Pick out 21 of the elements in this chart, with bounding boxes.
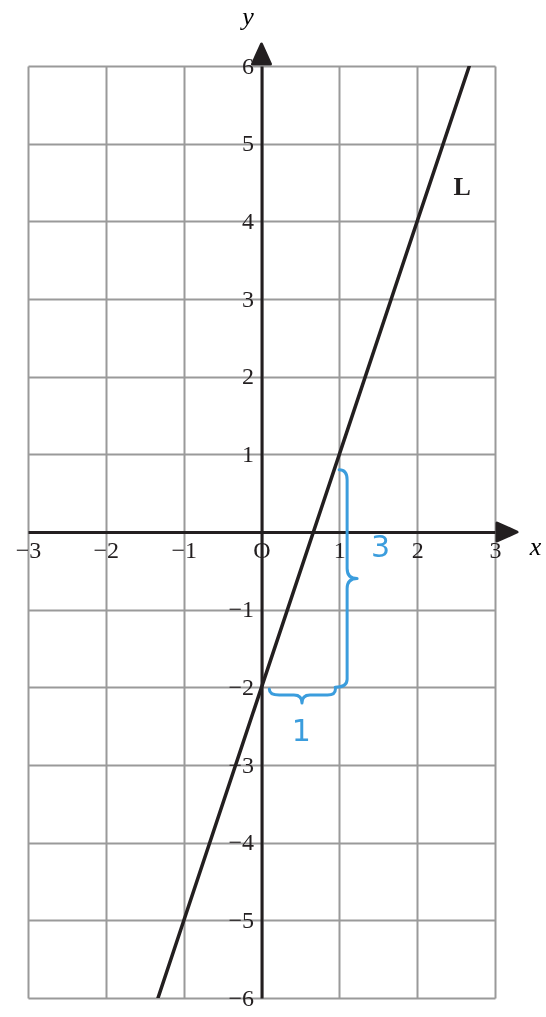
y-tick-label: −4 — [228, 829, 254, 856]
x-tick-label: 1 — [333, 536, 346, 563]
x-tick-label: −1 — [171, 536, 197, 563]
series-label: L — [453, 172, 471, 202]
y-tick-label: 6 — [242, 52, 254, 79]
y-tick-label: −2 — [228, 673, 254, 700]
y-tick-label: −6 — [228, 984, 254, 1011]
y-tick-label: 1 — [242, 440, 254, 467]
x-tick-label: 3 — [489, 536, 502, 563]
x-tick-label: 2 — [411, 536, 424, 563]
annotation: 1 — [291, 713, 311, 749]
y-tick-label: 4 — [242, 207, 254, 234]
x-axis-title: x — [528, 531, 542, 561]
y-tick-label: 3 — [242, 285, 254, 312]
y-tick-label: −1 — [228, 596, 254, 623]
x-tick-label: −3 — [15, 536, 42, 563]
x-tick-label: −2 — [93, 536, 120, 563]
y-tick-label: 5 — [242, 130, 254, 157]
y-tick-label: 2 — [242, 363, 254, 390]
y-axis-title: y — [239, 1, 255, 31]
y-tick-label: −5 — [228, 906, 254, 933]
